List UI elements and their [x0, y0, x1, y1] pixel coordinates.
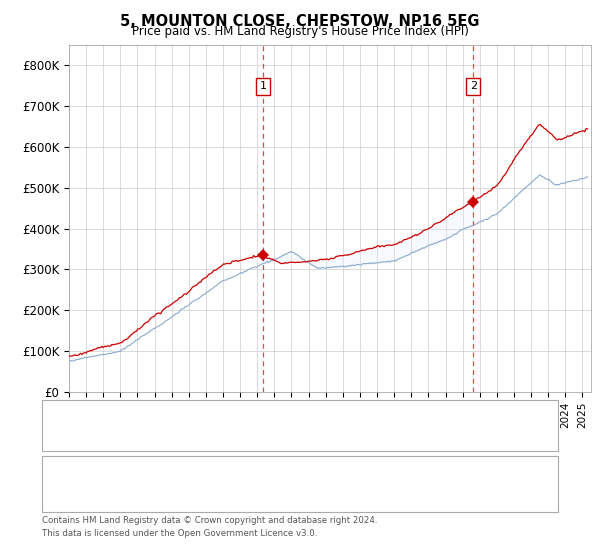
- Text: 23% ↑ HPI: 23% ↑ HPI: [396, 493, 455, 503]
- Text: 2: 2: [59, 493, 67, 503]
- Text: 5, MOUNTON CLOSE, CHEPSTOW, NP16 5EG (detached house): 5, MOUNTON CLOSE, CHEPSTOW, NP16 5EG (de…: [90, 407, 431, 417]
- Text: 1: 1: [260, 81, 266, 91]
- Text: 14-AUG-2018: 14-AUG-2018: [99, 493, 173, 503]
- Text: £465,000: £465,000: [264, 493, 317, 503]
- Text: 1: 1: [59, 467, 67, 477]
- Text: 5, MOUNTON CLOSE, CHEPSTOW, NP16 5EG: 5, MOUNTON CLOSE, CHEPSTOW, NP16 5EG: [120, 14, 480, 29]
- Text: Price paid vs. HM Land Registry's House Price Index (HPI): Price paid vs. HM Land Registry's House …: [131, 25, 469, 38]
- Text: 2: 2: [470, 81, 477, 91]
- Text: This data is licensed under the Open Government Licence v3.0.: This data is licensed under the Open Gov…: [42, 529, 317, 538]
- Text: 22% ↑ HPI: 22% ↑ HPI: [396, 467, 455, 477]
- Text: HPI: Average price, detached house, Monmouthshire: HPI: Average price, detached house, Monm…: [90, 432, 377, 442]
- Text: £335,000: £335,000: [264, 467, 317, 477]
- Text: 04-MAY-2006: 04-MAY-2006: [99, 467, 171, 477]
- Text: Contains HM Land Registry data © Crown copyright and database right 2024.: Contains HM Land Registry data © Crown c…: [42, 516, 377, 525]
